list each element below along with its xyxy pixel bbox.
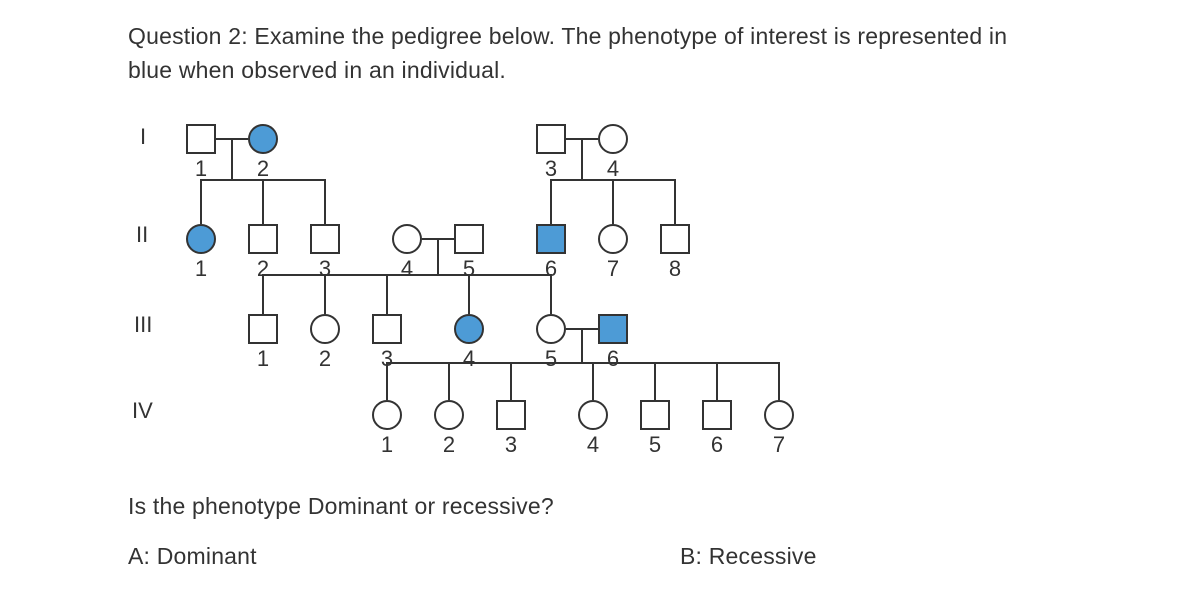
question-line-2: blue when observed in an individual. — [128, 54, 1088, 87]
question-line-1: Question 2: Examine the pedigree below. … — [128, 20, 1088, 53]
child-drop — [510, 362, 512, 400]
individual-III-5 — [536, 314, 566, 344]
child-drop — [674, 179, 676, 224]
individual-IV-3 — [496, 400, 526, 430]
individual-number: 5 — [649, 432, 661, 458]
child-drop — [778, 362, 780, 400]
individual-II-5 — [454, 224, 484, 254]
individual-number: 3 — [381, 346, 393, 372]
individual-III-6 — [598, 314, 628, 344]
individual-number: 2 — [257, 156, 269, 182]
descent-line — [581, 329, 583, 362]
individual-number: 3 — [505, 432, 517, 458]
child-drop — [324, 179, 326, 224]
child-drop — [386, 274, 388, 314]
child-drop — [448, 362, 450, 400]
individual-number: 7 — [607, 256, 619, 282]
individual-number: 1 — [257, 346, 269, 372]
individual-number: 8 — [669, 256, 681, 282]
individual-number: 5 — [545, 346, 557, 372]
gen-label-2: II — [136, 222, 148, 248]
child-drop — [550, 179, 552, 224]
individual-number: 1 — [381, 432, 393, 458]
individual-IV-2 — [434, 400, 464, 430]
individual-number: 6 — [607, 346, 619, 372]
child-drop — [716, 362, 718, 400]
individual-II-1 — [186, 224, 216, 254]
answer-option-a[interactable]: A: Dominant — [128, 540, 428, 573]
answer-option-b[interactable]: B: Recessive — [680, 540, 980, 573]
sibling-bar — [386, 362, 780, 364]
individual-II-8 — [660, 224, 690, 254]
descent-line — [581, 139, 583, 179]
gen-label-3: III — [134, 312, 152, 338]
individual-number: 5 — [463, 256, 475, 282]
individual-II-2 — [248, 224, 278, 254]
individual-I-4 — [598, 124, 628, 154]
individual-IV-1 — [372, 400, 402, 430]
individual-number: 4 — [463, 346, 475, 372]
child-drop — [262, 179, 264, 224]
individual-number: 6 — [711, 432, 723, 458]
child-drop — [592, 362, 594, 400]
child-drop — [612, 179, 614, 224]
individual-number: 4 — [401, 256, 413, 282]
child-drop — [654, 362, 656, 400]
individual-number: 4 — [587, 432, 599, 458]
individual-number: 1 — [195, 256, 207, 282]
individual-number: 2 — [443, 432, 455, 458]
individual-I-3 — [536, 124, 566, 154]
descent-line — [231, 139, 233, 179]
individual-number: 3 — [319, 256, 331, 282]
individual-II-4 — [392, 224, 422, 254]
individual-IV-6 — [702, 400, 732, 430]
individual-II-3 — [310, 224, 340, 254]
individual-II-6 — [536, 224, 566, 254]
individual-number: 2 — [319, 346, 331, 372]
individual-III-2 — [310, 314, 340, 344]
individual-III-4 — [454, 314, 484, 344]
individual-I-2 — [248, 124, 278, 154]
question-prompt: Is the phenotype Dominant or recessive? — [128, 490, 1088, 523]
individual-II-7 — [598, 224, 628, 254]
page-root: Question 2: Examine the pedigree below. … — [0, 0, 1200, 606]
individual-number: 6 — [545, 256, 557, 282]
gen-label-1: I — [140, 124, 146, 150]
individual-IV-5 — [640, 400, 670, 430]
descent-line — [437, 239, 439, 274]
individual-number: 1 — [195, 156, 207, 182]
individual-number: 2 — [257, 256, 269, 282]
individual-I-1 — [186, 124, 216, 154]
individual-IV-7 — [764, 400, 794, 430]
child-drop — [200, 179, 202, 224]
individual-number: 7 — [773, 432, 785, 458]
individual-number: 3 — [545, 156, 557, 182]
individual-III-1 — [248, 314, 278, 344]
individual-number: 4 — [607, 156, 619, 182]
gen-label-4: IV — [132, 398, 153, 424]
individual-III-3 — [372, 314, 402, 344]
individual-IV-4 — [578, 400, 608, 430]
